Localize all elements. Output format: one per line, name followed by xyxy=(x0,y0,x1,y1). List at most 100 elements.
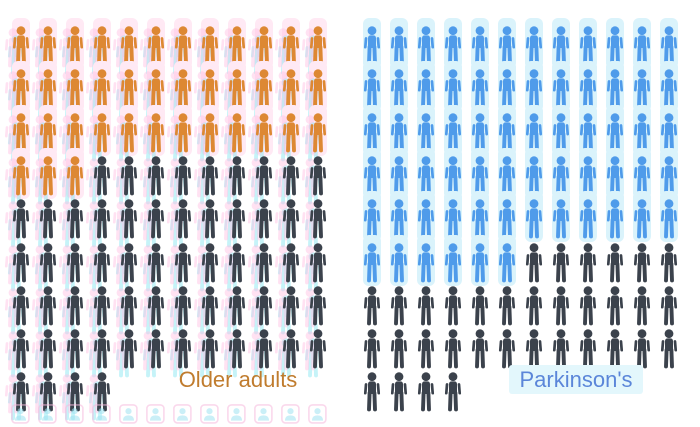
person-icon xyxy=(361,18,383,69)
person-icon xyxy=(193,242,221,291)
person-icon xyxy=(469,61,491,113)
person-icon xyxy=(442,147,464,199)
person-icon xyxy=(577,61,599,113)
person-icon xyxy=(550,104,572,156)
person-icon xyxy=(166,104,194,161)
person-icon xyxy=(577,191,599,243)
person-icon xyxy=(361,61,383,113)
parkinsons-label: Parkinson's xyxy=(488,364,664,396)
person-icon xyxy=(220,329,248,378)
person-icon xyxy=(388,61,410,113)
ghost-bust-icon xyxy=(281,404,300,424)
person-icon xyxy=(469,286,491,326)
person-icon xyxy=(361,104,383,156)
person-icon xyxy=(139,104,167,161)
person-icon xyxy=(85,104,113,161)
person-icon xyxy=(58,286,86,335)
person-icon xyxy=(496,286,518,326)
parkinsons-label-text: Parkinson's xyxy=(509,365,643,394)
person-icon xyxy=(31,199,59,248)
person-icon xyxy=(550,329,572,369)
person-icon xyxy=(139,286,167,335)
person-icon xyxy=(577,104,599,156)
ghost-bust-icon xyxy=(92,404,111,424)
person-icon xyxy=(658,104,680,156)
person-icon xyxy=(220,286,248,335)
person-icon xyxy=(523,286,545,326)
person-icon xyxy=(166,242,194,291)
person-icon xyxy=(85,18,113,75)
person-icon xyxy=(604,191,626,243)
person-icon xyxy=(604,61,626,113)
person-icon xyxy=(388,191,410,243)
person-icon xyxy=(301,329,329,378)
person-icon xyxy=(301,104,329,161)
person-icon xyxy=(193,104,221,161)
person-icon xyxy=(496,329,518,369)
person-icon xyxy=(496,61,518,113)
person-icon xyxy=(469,18,491,69)
person-icon xyxy=(31,242,59,291)
person-icon xyxy=(658,242,680,283)
older-adults-label: Older adults xyxy=(178,367,298,392)
person-icon xyxy=(220,104,248,161)
ghost-bust-icon xyxy=(254,404,273,424)
person-icon xyxy=(31,329,59,378)
person-icon xyxy=(442,18,464,69)
person-icon xyxy=(85,156,113,205)
person-icon xyxy=(274,286,302,335)
person-icon xyxy=(415,104,437,156)
person-icon xyxy=(220,199,248,248)
person-icon xyxy=(577,329,599,369)
person-icon xyxy=(523,191,545,243)
person-icon xyxy=(469,191,491,243)
person-icon xyxy=(496,234,518,286)
person-icon xyxy=(604,18,626,69)
person-icon xyxy=(85,61,113,118)
ghost-bust-icon xyxy=(308,404,327,424)
person-icon xyxy=(193,286,221,335)
person-icon xyxy=(31,286,59,335)
ghost-bust-icon xyxy=(119,404,138,424)
person-icon xyxy=(301,199,329,248)
person-icon xyxy=(523,18,545,69)
ghost-bust-icon xyxy=(11,404,30,424)
person-icon xyxy=(301,286,329,335)
ghost-bust-icon xyxy=(173,404,192,424)
person-icon xyxy=(274,242,302,291)
person-icon xyxy=(550,147,572,199)
person-icon xyxy=(388,147,410,199)
person-icon xyxy=(550,18,572,69)
person-icon xyxy=(469,147,491,199)
person-icon xyxy=(166,286,194,335)
ghost-bust-icon xyxy=(200,404,219,424)
person-icon xyxy=(274,156,302,205)
ghost-bust-icon xyxy=(227,404,246,424)
person-icon xyxy=(658,329,680,369)
person-icon xyxy=(442,234,464,286)
person-icon xyxy=(415,191,437,243)
person-icon xyxy=(85,199,113,248)
person-icon xyxy=(631,104,653,156)
person-icon xyxy=(4,286,32,335)
person-icon xyxy=(496,191,518,243)
person-icon xyxy=(4,18,32,75)
person-icon xyxy=(166,156,194,205)
person-icon xyxy=(361,234,383,286)
person-icon xyxy=(301,156,329,205)
person-icon xyxy=(247,156,275,205)
person-icon xyxy=(4,242,32,291)
person-icon xyxy=(112,104,140,161)
person-icon xyxy=(112,61,140,118)
person-icon xyxy=(85,242,113,291)
person-icon xyxy=(85,329,113,378)
person-icon xyxy=(58,61,86,118)
person-icon xyxy=(604,329,626,369)
person-icon xyxy=(4,147,32,205)
person-icon xyxy=(523,104,545,156)
person-icon xyxy=(247,329,275,378)
ghost-bust-icon xyxy=(65,404,84,424)
person-icon xyxy=(247,104,275,161)
